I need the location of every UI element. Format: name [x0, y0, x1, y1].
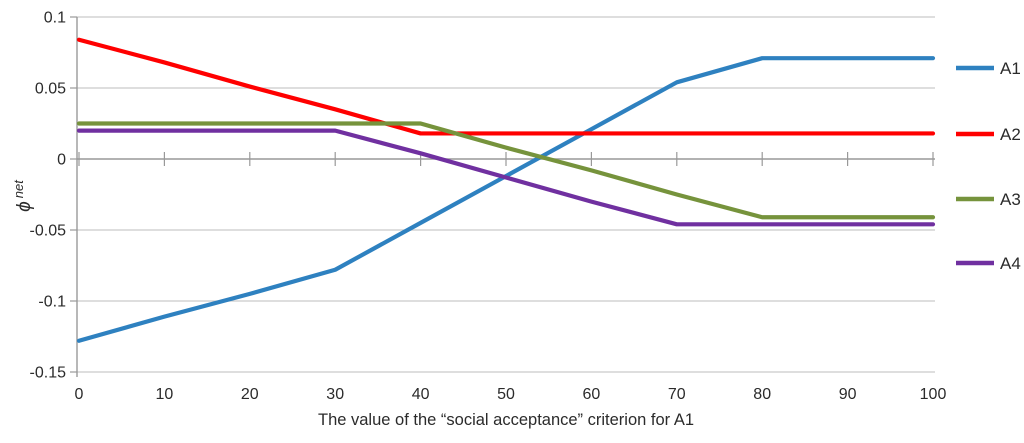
- series-line-A2: [76, 37, 936, 136]
- y-tick-label: 0: [57, 152, 66, 169]
- x-tick-label: 30: [326, 386, 344, 403]
- tick-labels: 0.1 0.05 0 -0.05 -0.1 -0.15 0 10 20 30 40 50 60 70 80 9…: [30, 10, 947, 404]
- y-axis-title: ϕ net: [11, 179, 35, 212]
- series-lines: [76, 37, 936, 343]
- y-axis-title-superscript: net: [11, 179, 26, 198]
- x-tick-label: 100: [920, 386, 947, 403]
- y-tick-label: 0.1: [44, 10, 66, 27]
- legend-item-A1: A1: [956, 59, 1021, 78]
- legend-item-A3: A3: [956, 190, 1021, 209]
- legend-label: A4: [1000, 254, 1021, 273]
- legend-label: A2: [1000, 125, 1021, 144]
- x-tick-label: 0: [75, 386, 84, 403]
- x-tick-label: 50: [497, 386, 515, 403]
- x-tick-label: 90: [839, 386, 857, 403]
- y-tick-label: -0.1: [38, 294, 66, 311]
- x-axis-title: The value of the “social acceptance” cri…: [318, 411, 694, 429]
- x-tick-label: 80: [753, 386, 771, 403]
- legend: A1 A2 A3 A4: [956, 59, 1021, 273]
- y-tick-label: -0.05: [30, 223, 67, 240]
- y-tick-label: 0.05: [35, 81, 66, 98]
- phi-symbol: ϕ: [14, 201, 35, 212]
- y-tick-label: -0.15: [30, 365, 67, 382]
- x-tick-label: 70: [668, 386, 686, 403]
- x-tick-label: 60: [583, 386, 601, 403]
- x-tick-label: 10: [156, 386, 174, 403]
- x-tick-label: 20: [241, 386, 259, 403]
- series-line-A3: [76, 121, 936, 220]
- x-tick-label: 40: [412, 386, 430, 403]
- legend-label: A1: [1000, 59, 1021, 78]
- series-line-A1: [76, 56, 936, 343]
- y-axis-title-group: ϕ net: [11, 179, 35, 212]
- legend-item-A4: A4: [956, 254, 1021, 273]
- legend-item-A2: A2: [956, 125, 1021, 144]
- legend-label: A3: [1000, 190, 1021, 209]
- series-line-A4: [76, 128, 936, 227]
- gridlines: [77, 16, 935, 373]
- axes: [70, 16, 934, 377]
